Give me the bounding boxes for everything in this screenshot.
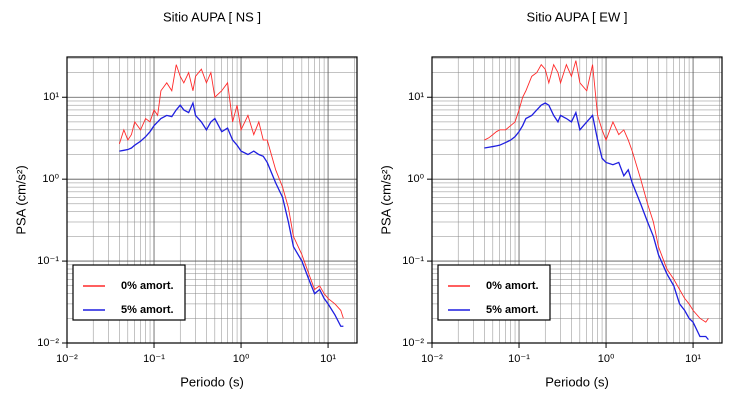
y-tick-label: 10⁻¹ <box>37 255 59 267</box>
y-axis-label: PSA (cm/s²) <box>13 165 28 234</box>
y-tick-label: 10⁰ <box>42 173 59 185</box>
plot-frame <box>431 56 723 344</box>
data-line <box>118 64 344 319</box>
x-axis-label: Periodo (s) <box>545 374 609 389</box>
legend-label: 5% amort. <box>486 304 539 316</box>
x-tick-label: 10⁻¹ <box>508 353 530 365</box>
y-tick-label: 10⁻¹ <box>402 255 424 267</box>
chart-title: Sitio AUPA [ NS ] <box>163 9 261 24</box>
x-tick-label: 10⁻² <box>421 353 443 365</box>
legend-label: 0% amort. <box>486 280 539 292</box>
legend-label: 0% amort. <box>121 280 174 292</box>
y-tick-label: 10⁰ <box>407 173 424 185</box>
x-axis-label: Periodo (s) <box>180 374 244 389</box>
y-axis-label: PSA (cm/s²) <box>378 165 393 234</box>
data-line <box>119 100 344 327</box>
y-tick-label: 10¹ <box>408 91 424 103</box>
x-tick-label: 10⁰ <box>598 353 615 365</box>
data-line <box>484 102 709 341</box>
legend-box <box>72 264 186 321</box>
x-tick-label: 10⁻² <box>56 353 78 365</box>
x-tick-label: 10¹ <box>685 353 701 365</box>
y-tick-label: 10⁻² <box>37 337 59 349</box>
y-tick-label: 10⁻² <box>402 337 424 349</box>
x-tick-label: 10⁻¹ <box>143 353 165 365</box>
x-tick-label: 10¹ <box>320 353 336 365</box>
chart: Sitio AUPA [ EW ] 10⁻² 10⁻¹ 10⁰ 10¹ 10⁻² 10⁻¹ 1… <box>378 9 723 389</box>
legend-box <box>437 264 551 321</box>
plot-frame <box>66 56 358 344</box>
chart-title: Sitio AUPA [ EW ] <box>527 9 628 24</box>
data-line <box>484 60 709 323</box>
y-tick-label: 10¹ <box>43 91 59 103</box>
x-tick-label: 10⁰ <box>233 353 250 365</box>
chart: Sitio AUPA [ NS ] 10⁻² 10⁻¹ 10⁰ 10¹ 10⁻² 10⁻¹ 1… <box>13 9 358 389</box>
legend-label: 5% amort. <box>121 304 174 316</box>
